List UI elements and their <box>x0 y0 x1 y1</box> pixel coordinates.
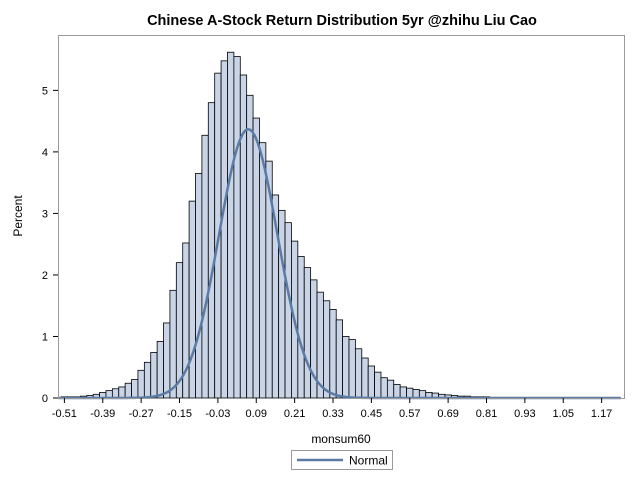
x-tick-label: 0.57 <box>399 408 420 420</box>
histogram-bar <box>201 134 209 399</box>
histogram-bar <box>259 142 267 399</box>
histogram-bar <box>367 365 375 399</box>
y-tick-label: 5 <box>42 85 48 97</box>
histogram-bar <box>342 336 350 399</box>
y-tick-label: 4 <box>42 147 48 159</box>
histogram-bar <box>163 322 171 399</box>
legend-normal-label: Normal <box>349 454 388 468</box>
y-tick-label: 0 <box>42 393 48 405</box>
x-tick-label: 0.45 <box>361 408 382 420</box>
x-tick-label: 0.69 <box>437 408 458 420</box>
x-tick-label: 0.21 <box>284 408 305 420</box>
histogram-bar <box>284 222 292 399</box>
histogram-bar <box>252 117 260 399</box>
x-tick-label: -0.15 <box>167 408 192 420</box>
histogram-bar <box>361 357 369 399</box>
histogram-bar <box>329 308 337 399</box>
histogram-bar <box>169 289 177 399</box>
x-tick-label: -0.03 <box>205 408 230 420</box>
histogram-bar <box>156 340 164 399</box>
histogram-bar <box>297 256 305 399</box>
histogram-bar <box>374 371 382 399</box>
histogram-bar <box>399 386 407 399</box>
histogram-bar <box>354 348 363 399</box>
histogram-bar <box>137 369 145 399</box>
x-tick-label: 1.05 <box>553 408 574 420</box>
histogram-bar <box>124 382 132 399</box>
histogram-bar <box>118 386 126 399</box>
histogram-bar <box>323 300 331 399</box>
y-axis-label: Percent <box>11 195 25 237</box>
x-axis-label: monsum60 <box>311 432 371 446</box>
plot-frame <box>58 35 625 399</box>
histogram-bar <box>412 388 420 399</box>
histogram-bar <box>195 173 203 399</box>
histogram-bar <box>406 387 414 399</box>
histogram-bar <box>246 94 254 399</box>
histogram-bar <box>386 379 395 399</box>
x-tick-label: 0.93 <box>514 408 535 420</box>
histogram-bar <box>335 319 344 399</box>
y-tick-label: 3 <box>42 208 48 220</box>
x-tick-label: 0.09 <box>246 408 267 420</box>
histogram-bar <box>303 267 312 399</box>
histogram-bar <box>143 361 152 399</box>
legend: Normal <box>291 450 393 470</box>
histogram-bar <box>150 352 158 399</box>
histogram-bar <box>111 388 120 399</box>
histogram-bar <box>131 379 139 399</box>
histogram-bar <box>380 377 388 399</box>
y-tick-label: 1 <box>42 331 48 343</box>
x-axis-ticks: -0.51 -0.39 -0.27 -0.15 -0.03 0.09 0.21 0.33 0.4… <box>52 398 612 420</box>
histogram-bar <box>393 384 401 399</box>
x-tick-label: 0.81 <box>476 408 497 420</box>
histogram-bar <box>348 339 356 399</box>
x-tick-label: 0.33 <box>322 408 343 420</box>
histogram-bar <box>207 102 216 399</box>
y-tick-label: 2 <box>42 270 48 282</box>
histogram-bar <box>233 56 241 399</box>
histogram-bar <box>188 200 196 399</box>
histogram-bar <box>239 74 248 399</box>
histogram-bar <box>220 60 228 399</box>
x-tick-label: -0.51 <box>52 408 77 420</box>
x-tick-label: -0.39 <box>90 408 115 420</box>
histogram-bars <box>60 51 516 399</box>
chart-title: Chinese A-Stock Return Distribution 5yr … <box>147 13 537 29</box>
histogram-bar <box>227 51 235 399</box>
x-tick-label: 1.17 <box>591 408 612 420</box>
y-axis-ticks: 0 1 2 3 4 5 <box>42 85 58 405</box>
histogram-bar <box>278 209 286 399</box>
x-tick-label: -0.27 <box>129 408 154 420</box>
